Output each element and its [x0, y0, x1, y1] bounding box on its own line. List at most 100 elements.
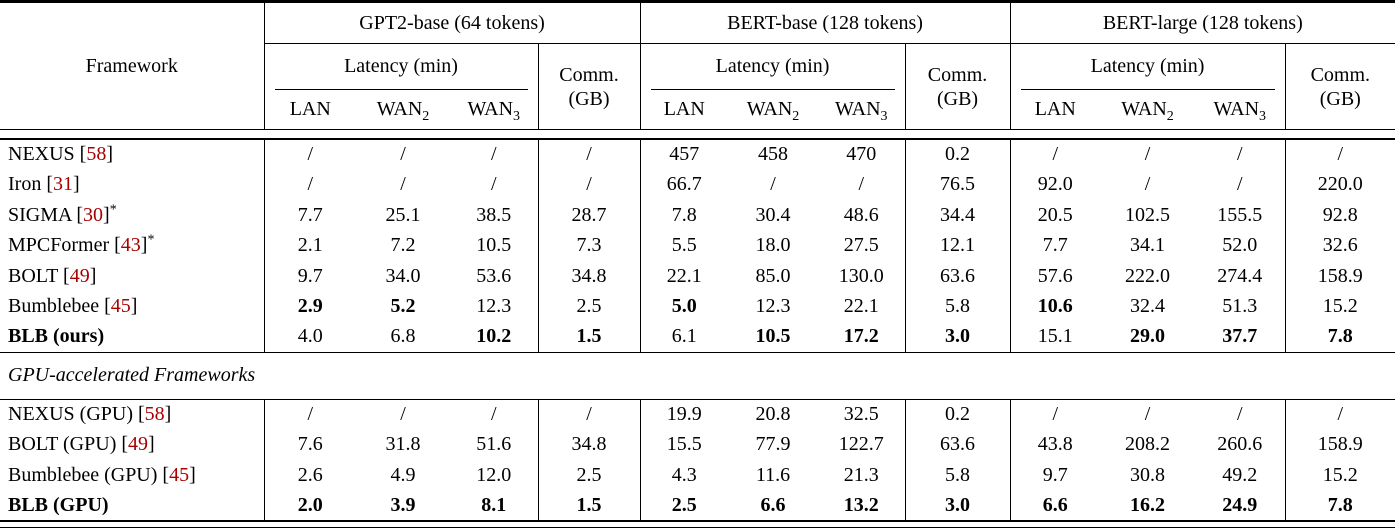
- value-cell: 7.7: [263, 200, 356, 231]
- value-cell: 21.3: [843, 463, 879, 486]
- value-cell: 51.6: [476, 433, 512, 456]
- value-cell: 13.2: [843, 493, 879, 516]
- value-cell: 63.6: [904, 429, 1011, 460]
- value-cell: 77.9: [755, 433, 791, 456]
- value-cell: 51.3: [1222, 295, 1258, 318]
- value-cell: 32.6: [1284, 230, 1395, 261]
- group-header-gpt2-base: GPT2-base (64 tokens): [263, 1, 641, 44]
- value-cell: /: [537, 399, 641, 430]
- col-header-wan2: WAN2: [1121, 97, 1174, 124]
- value-cell: /: [1237, 402, 1243, 425]
- value-cell: 16.2: [1130, 493, 1166, 516]
- value-cell: 92.0: [1009, 169, 1101, 201]
- value-cell: /: [537, 139, 641, 170]
- value-cell: 57.6: [1009, 260, 1101, 292]
- framework-name: Bumblebee (GPU): [8, 463, 158, 486]
- value-cell: /: [400, 402, 406, 425]
- table-row: BLB (GPU) 2.0 3.9 8.1 1.5 2.5 6.6 13.2 3.0 6.6 16.…: [0, 490, 1395, 521]
- group-header-bert-large: BERT-large (128 tokens): [1009, 1, 1395, 44]
- value-cell: 155.5: [1217, 203, 1263, 226]
- framework-name: NEXUS: [8, 143, 75, 166]
- value-cell: 158.9: [1284, 429, 1395, 460]
- framework-name: SIGMA: [8, 203, 72, 226]
- framework-cell: BOLT (GPU) [49]: [8, 433, 155, 456]
- value-cell: 0.2: [904, 139, 1011, 170]
- value-cell: 29.0: [1130, 325, 1166, 348]
- value-cell: 53.6: [476, 264, 512, 287]
- value-cell: 2.5: [639, 490, 729, 521]
- value-cell: /: [1284, 139, 1395, 170]
- citation-number: 49: [69, 264, 90, 287]
- value-cell: 9.7: [1009, 459, 1101, 491]
- table-row: Bumblebee (GPU) [45] 2.6 4.9 12.0 2.5 4.3 11.6…: [0, 459, 1395, 491]
- framework-cell: NEXUS [58]: [8, 143, 114, 166]
- latency-header-bert-large: Latency (min): [1009, 43, 1286, 90]
- value-cell: 457: [639, 139, 729, 170]
- value-cell: /: [263, 169, 356, 201]
- value-cell: 5.0: [639, 291, 729, 322]
- value-cell: 102.5: [1125, 203, 1171, 226]
- header-body-rule: [0, 129, 1395, 141]
- framework-name: NEXUS (GPU): [8, 402, 133, 425]
- comm-header-bert-base: Comm. (GB): [904, 43, 1011, 130]
- col-header-wan3: WAN3: [467, 97, 521, 124]
- citation-number: 58: [86, 143, 107, 166]
- value-cell: 34.1: [1130, 234, 1166, 257]
- value-cell: 6.6: [760, 493, 786, 516]
- value-cell: 12.1: [904, 230, 1011, 261]
- value-cell: /: [858, 173, 865, 196]
- value-cell: 15.2: [1284, 459, 1395, 491]
- col-header-wan3: WAN3: [1213, 97, 1267, 124]
- table-row: BLB (ours) 4.0 6.8 10.2 1.5 6.1 10.5 17.2 3.0 15.…: [0, 321, 1395, 353]
- value-cell: 31.8: [385, 433, 421, 456]
- value-cell: 32.4: [1130, 295, 1166, 318]
- value-cell: 11.6: [755, 463, 791, 486]
- value-cell: 158.9: [1284, 260, 1395, 292]
- value-cell: 10.2: [476, 325, 512, 348]
- value-cell: /: [490, 173, 497, 196]
- col-header-wan3: WAN3: [835, 97, 888, 124]
- value-cell: 260.6: [1217, 433, 1263, 456]
- value-cell: 2.1: [263, 230, 356, 261]
- value-cell: /: [1144, 402, 1151, 425]
- value-cell: 5.8: [904, 291, 1011, 322]
- value-cell: 63.6: [904, 260, 1011, 292]
- citation-number: 58: [144, 402, 165, 425]
- citation-number: 31: [53, 173, 73, 196]
- framework-cell: Iron [31]: [8, 173, 80, 196]
- value-cell: 12.3: [755, 295, 791, 318]
- value-cell: 4.9: [390, 463, 416, 486]
- col-header-wan2: WAN2: [746, 97, 800, 124]
- comm-header-bert-large: Comm. (GB): [1284, 43, 1395, 130]
- value-cell: /: [400, 173, 406, 196]
- citation-number: 43: [120, 234, 141, 257]
- value-cell: 38.5: [476, 203, 512, 226]
- value-cell: 1.5: [537, 321, 641, 353]
- latency-header-gpt2: Latency (min): [263, 43, 538, 90]
- value-cell: 7.7: [1009, 230, 1101, 261]
- value-cell: 10.6: [1009, 291, 1101, 322]
- value-cell: 92.8: [1284, 200, 1395, 231]
- value-cell: 34.8: [537, 429, 641, 460]
- value-cell: 6.6: [1009, 490, 1101, 521]
- value-cell: 34.8: [537, 260, 641, 292]
- section-divider-row: GPU-accelerated Frameworks: [0, 351, 1395, 400]
- value-cell: 7.8: [1284, 321, 1395, 353]
- framework-cell: Bumblebee [45]: [8, 295, 138, 318]
- value-cell: 20.8: [755, 402, 791, 425]
- value-cell: 22.1: [639, 260, 729, 292]
- table-row: Bumblebee [45] 2.9 5.2 12.3 2.5 5.0 12.3 22.1 5.…: [0, 291, 1395, 322]
- value-cell: 5.8: [904, 459, 1011, 491]
- framework-name: MPCFormer: [8, 234, 110, 257]
- value-cell: 7.2: [390, 234, 416, 257]
- value-cell: /: [1237, 143, 1243, 166]
- value-cell: 274.4: [1217, 264, 1263, 287]
- value-cell: 4.0: [263, 321, 356, 353]
- value-cell: 10.5: [755, 325, 791, 348]
- value-cell: 32.5: [843, 402, 879, 425]
- table-row: NEXUS [58] / / //457 458 470 0.2// / /: [0, 139, 1395, 170]
- table-row: Iron [31] / / //66.7//76.5 92.0//220.0: [0, 169, 1395, 201]
- value-cell: 30.8: [1130, 463, 1166, 486]
- value-cell: /: [1144, 173, 1151, 196]
